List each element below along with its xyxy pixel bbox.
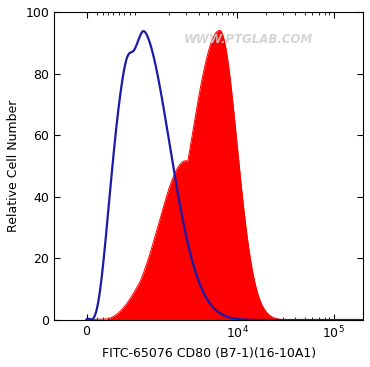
Text: WWW.PTGLAB.COM: WWW.PTGLAB.COM: [184, 33, 313, 46]
Y-axis label: Relative Cell Number: Relative Cell Number: [7, 100, 20, 232]
X-axis label: FITC-65076 CD80 (B7-1)(16-10A1): FITC-65076 CD80 (B7-1)(16-10A1): [102, 347, 316, 360]
